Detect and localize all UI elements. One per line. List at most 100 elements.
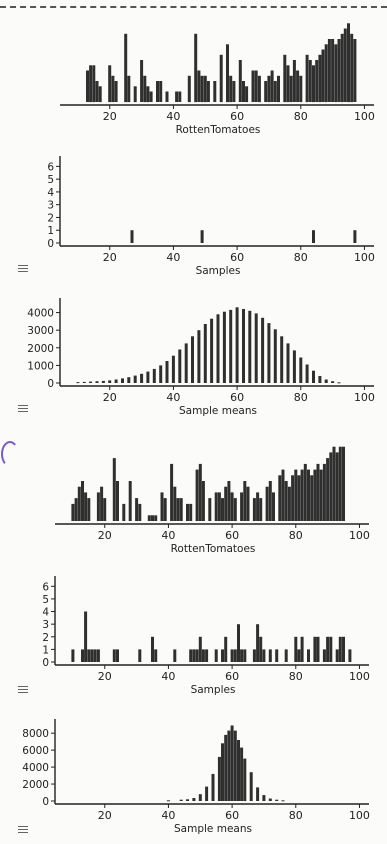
histogram-bar	[146, 86, 150, 103]
histogram-bar	[96, 649, 100, 662]
y-tick-label: 2000	[22, 779, 49, 791]
histogram-bar	[208, 498, 212, 521]
histogram-bar	[327, 39, 331, 102]
x-axis-label: RottenTomatoes	[176, 124, 261, 136]
histogram-bar	[254, 313, 258, 383]
histogram-bar	[197, 70, 201, 102]
histogram-bar	[176, 498, 180, 521]
y-tick-label: 6000	[22, 745, 49, 757]
histogram-bar	[318, 54, 322, 103]
x-tick-label: 60	[230, 251, 244, 264]
histogram-bar	[192, 649, 196, 662]
x-tick-label: 60	[225, 529, 239, 542]
histogram-bar	[268, 649, 272, 662]
histogram-bar	[284, 481, 288, 521]
histogram-bar	[112, 649, 116, 662]
histogram-bar	[296, 70, 300, 102]
histogram-bar	[252, 649, 256, 662]
x-tick-label: 40	[166, 391, 180, 404]
histogram-bar	[116, 481, 119, 521]
histogram-bar	[217, 492, 221, 521]
histogram-bar	[316, 463, 320, 521]
x-tick-label: 60	[230, 391, 244, 404]
histogram-bar	[312, 370, 315, 383]
histogram-bar	[287, 486, 291, 521]
histogram-bar	[81, 649, 84, 662]
histogram-bar	[249, 772, 253, 801]
histogram-bar	[121, 378, 124, 383]
histogram-bar	[198, 794, 202, 801]
histogram-bar	[171, 355, 175, 383]
y-tick-label: 1	[42, 644, 49, 656]
histogram-bar	[305, 364, 309, 383]
histogram-bar	[87, 649, 91, 662]
histogram-bar	[198, 463, 202, 521]
histogram-bar	[82, 381, 86, 383]
histogram-bar	[289, 75, 293, 103]
histogram-bar	[238, 60, 242, 102]
y-tick-label: 4000	[27, 308, 54, 320]
x-tick-label: 80	[294, 251, 308, 264]
histogram-bar	[173, 649, 177, 662]
histogram-bar	[233, 730, 237, 801]
histogram-bar	[343, 28, 347, 102]
histogram-bar	[71, 503, 75, 521]
histogram-bar	[240, 649, 244, 662]
histogram-bar	[195, 469, 199, 521]
histogram-bar	[200, 230, 204, 243]
histogram-bar	[312, 65, 315, 103]
histogram-bar	[230, 492, 234, 521]
histogram-bar	[221, 498, 224, 521]
histogram-bar	[124, 33, 128, 103]
histogram-bar	[84, 611, 88, 662]
histogram-bar	[338, 636, 342, 662]
x-axis-label: Sample means	[179, 405, 257, 417]
histogram-bar	[146, 371, 150, 383]
histogram-bar	[108, 65, 112, 103]
histogram-bar	[84, 492, 88, 521]
histogram-bar	[264, 81, 268, 102]
y-tick-label: 8000	[22, 728, 49, 740]
histogram-bar	[201, 649, 205, 662]
histogram-bar	[252, 498, 256, 521]
histogram-bar	[294, 469, 298, 521]
histogram-bar	[86, 70, 89, 102]
histogram-bar	[348, 649, 352, 662]
histogram-bar	[95, 381, 99, 383]
histogram-bar	[111, 75, 115, 103]
histogram-bar	[342, 636, 345, 662]
histogram-bar	[140, 373, 144, 383]
histogram-bar	[192, 798, 196, 801]
histogram-bar	[300, 636, 304, 662]
x-tick-label: 40	[161, 529, 175, 542]
histogram-bar	[230, 725, 234, 801]
histogram-bar	[281, 800, 285, 802]
histogram-bar	[133, 86, 137, 103]
x-tick-label: 40	[161, 670, 175, 683]
histogram-bar	[242, 309, 245, 383]
histogram-bar	[206, 81, 210, 102]
histogram-bar	[74, 498, 78, 521]
histogram-bar	[275, 799, 279, 801]
histogram-bar	[214, 492, 218, 521]
histogram-bar	[166, 800, 170, 802]
histogram-bar	[332, 446, 336, 521]
y-tick-label: 3	[47, 200, 54, 212]
x-tick-label: 40	[166, 251, 180, 264]
y-tick-label: 5	[47, 174, 54, 186]
histogram-bar	[163, 498, 167, 521]
histogram-bar	[316, 636, 320, 662]
y-tick-label: 3	[42, 619, 49, 631]
y-tick-label: 6	[42, 581, 49, 593]
x-tick-label: 100	[349, 809, 370, 822]
histogram-bar	[81, 481, 84, 521]
histogram-bar	[347, 23, 350, 103]
histogram-bar	[98, 86, 102, 103]
histogram-bar	[152, 368, 156, 383]
histogram-bar	[275, 649, 279, 662]
histogram-bar	[322, 463, 326, 521]
histogram-bar	[77, 486, 81, 521]
y-tick-label: 2	[47, 212, 54, 224]
histogram-bar	[151, 636, 154, 662]
histogram-bar	[71, 649, 75, 662]
